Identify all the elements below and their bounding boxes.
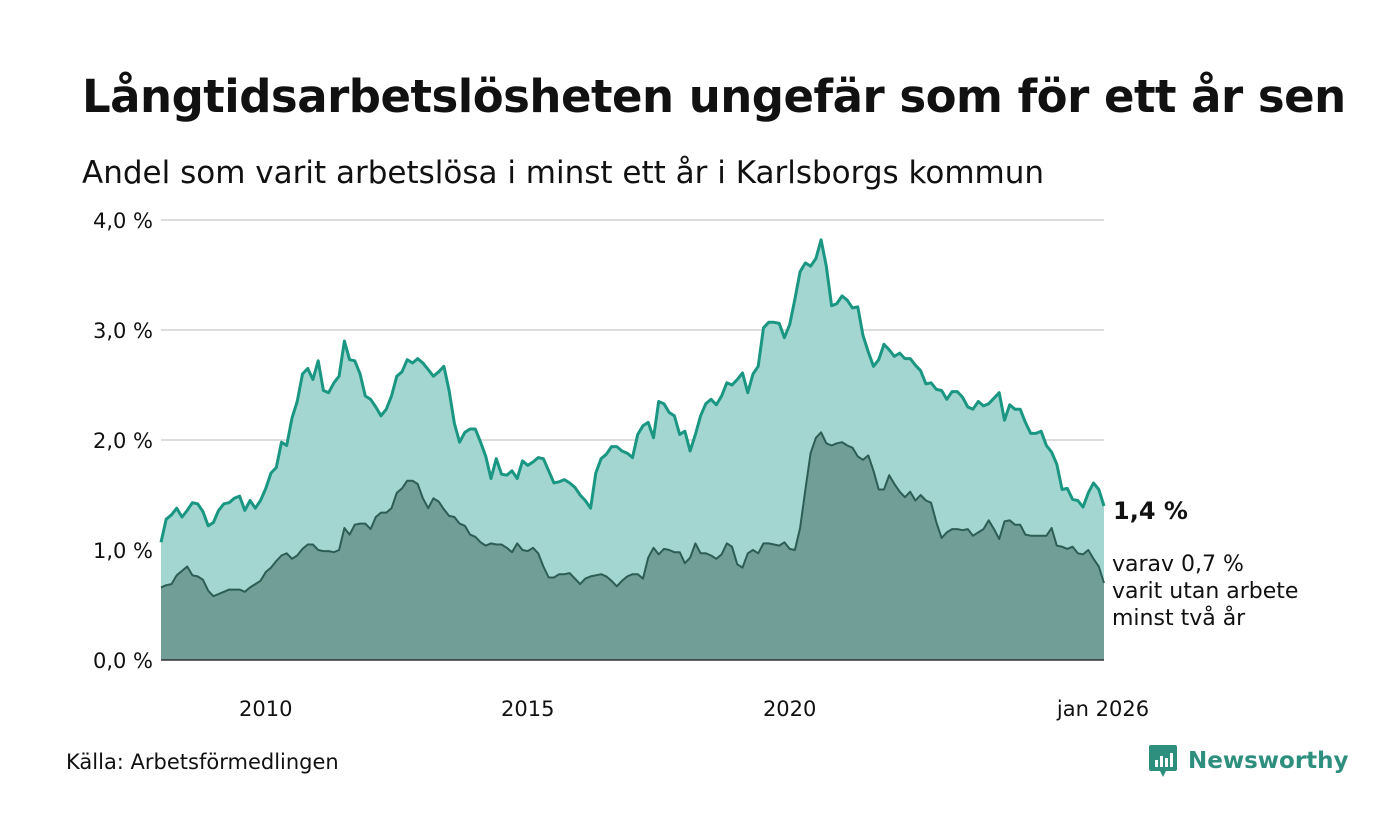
x-tick-label: 2020 <box>763 697 816 721</box>
y-tick-label: 4,0 % <box>93 209 153 233</box>
end-label-two-years-line-2: varit utan arbete <box>1112 579 1298 604</box>
end-label-long-term: 1,4 % <box>1113 497 1188 525</box>
brand-logo: Newsworthy <box>1148 743 1349 779</box>
brand-name: Newsworthy <box>1188 748 1349 774</box>
x-tick-label: 2010 <box>239 697 292 721</box>
end-label-two-years-line-1: varav 0,7 % <box>1112 552 1244 577</box>
series-long-term-line <box>159 238 1106 543</box>
series-areas <box>159 238 1106 661</box>
y-tick-label: 2,0 % <box>93 429 153 453</box>
series-two-years-area <box>161 432 1104 660</box>
y-tick-label: 1,0 % <box>93 539 153 563</box>
source-note: Källa: Arbetsförmedlingen <box>66 750 339 774</box>
x-tick-label: 2015 <box>501 697 554 721</box>
newsworthy-logo-icon <box>1149 745 1177 777</box>
series-two-years-line <box>160 431 1105 598</box>
axes: 0,0 % 1,0 % 2,0 % 3,0 % 4,0 % 2010 2015 2020 jan… <box>93 209 1149 721</box>
y-tick-label: 3,0 % <box>93 319 153 343</box>
x-tick-label: jan 2026 <box>1056 697 1149 721</box>
y-tick-label: 0,0 % <box>93 649 153 673</box>
end-label-two-years-line-3: minst två år <box>1112 605 1246 631</box>
chart-title: Långtidsarbetslösheten ungefär som för e… <box>82 70 1346 123</box>
chart-subtitle: Andel som varit arbetslösa i minst ett å… <box>82 155 1045 191</box>
end-labels: 1,4 % varav 0,7 % varit utan arbete mins… <box>1112 497 1298 631</box>
